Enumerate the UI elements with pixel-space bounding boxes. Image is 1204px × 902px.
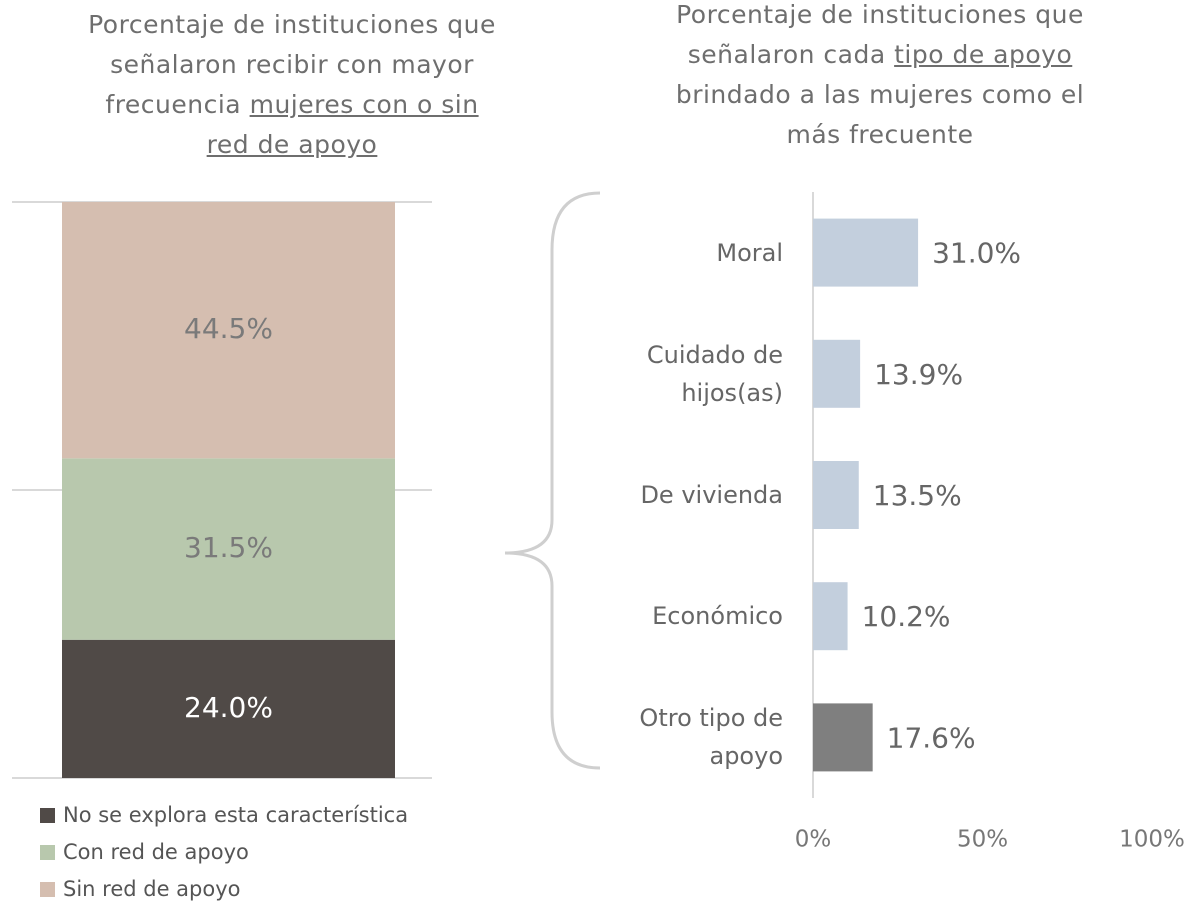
bar: [813, 339, 861, 408]
x-tick-label: 100%: [1119, 827, 1185, 853]
legend-swatch: [40, 807, 55, 823]
bar-segment: [62, 639, 395, 778]
value-label: 13.9%: [874, 358, 963, 391]
value-label: 24.0%: [184, 691, 273, 724]
value-label: 31.5%: [184, 531, 273, 564]
value-label: 31.0%: [932, 237, 1021, 270]
bar-segment: [62, 458, 395, 640]
category-label: De vivienda: [640, 481, 783, 509]
chart-title: Porcentaje de instituciones que señalaro…: [645, 0, 1115, 155]
legend-label: Sin red de apoyo: [63, 877, 241, 901]
category-label: Moral: [716, 238, 783, 267]
legend-item: Sin red de apoyo: [40, 874, 241, 902]
x-tick-label: 50%: [957, 827, 1008, 853]
title-part: Porcentaje de instituciones que señalaro…: [676, 0, 1084, 69]
bar: [813, 703, 873, 772]
value-label: 10.2%: [862, 600, 951, 633]
legend-label: Con red de apoyo: [63, 840, 249, 864]
legend-item: Con red de apoyo: [40, 837, 249, 867]
category-label: Cuidado de hijos(as): [646, 340, 783, 407]
legend-label: No se explora esta característica: [63, 803, 409, 827]
title-part: Porcentaje de instituciones que señalaro…: [88, 10, 496, 119]
bar: [813, 582, 848, 651]
value-label: 17.6%: [887, 721, 976, 754]
value-label: 44.5%: [184, 312, 273, 345]
title-part: brindado a las mujeres como el más frecu…: [675, 80, 1085, 149]
category-label: Otro tipo de apoyo: [639, 704, 783, 771]
chart-title: Porcentaje de instituciones que señalaro…: [82, 5, 502, 165]
legend-swatch: [40, 844, 55, 860]
bar: [813, 461, 859, 529]
bar: [813, 218, 919, 287]
brace: [504, 191, 601, 770]
value-label: 13.5%: [873, 479, 962, 512]
title-part: mujeres con o sin red de apoyo: [206, 90, 479, 159]
category-label: Económico: [652, 602, 783, 631]
bar-segment: [62, 202, 395, 459]
title-part: tipo de apoyo: [894, 40, 1073, 69]
x-tick-label: 0%: [795, 827, 832, 853]
legend-item: No se explora esta característica: [40, 800, 408, 830]
legend-swatch: [40, 881, 55, 897]
